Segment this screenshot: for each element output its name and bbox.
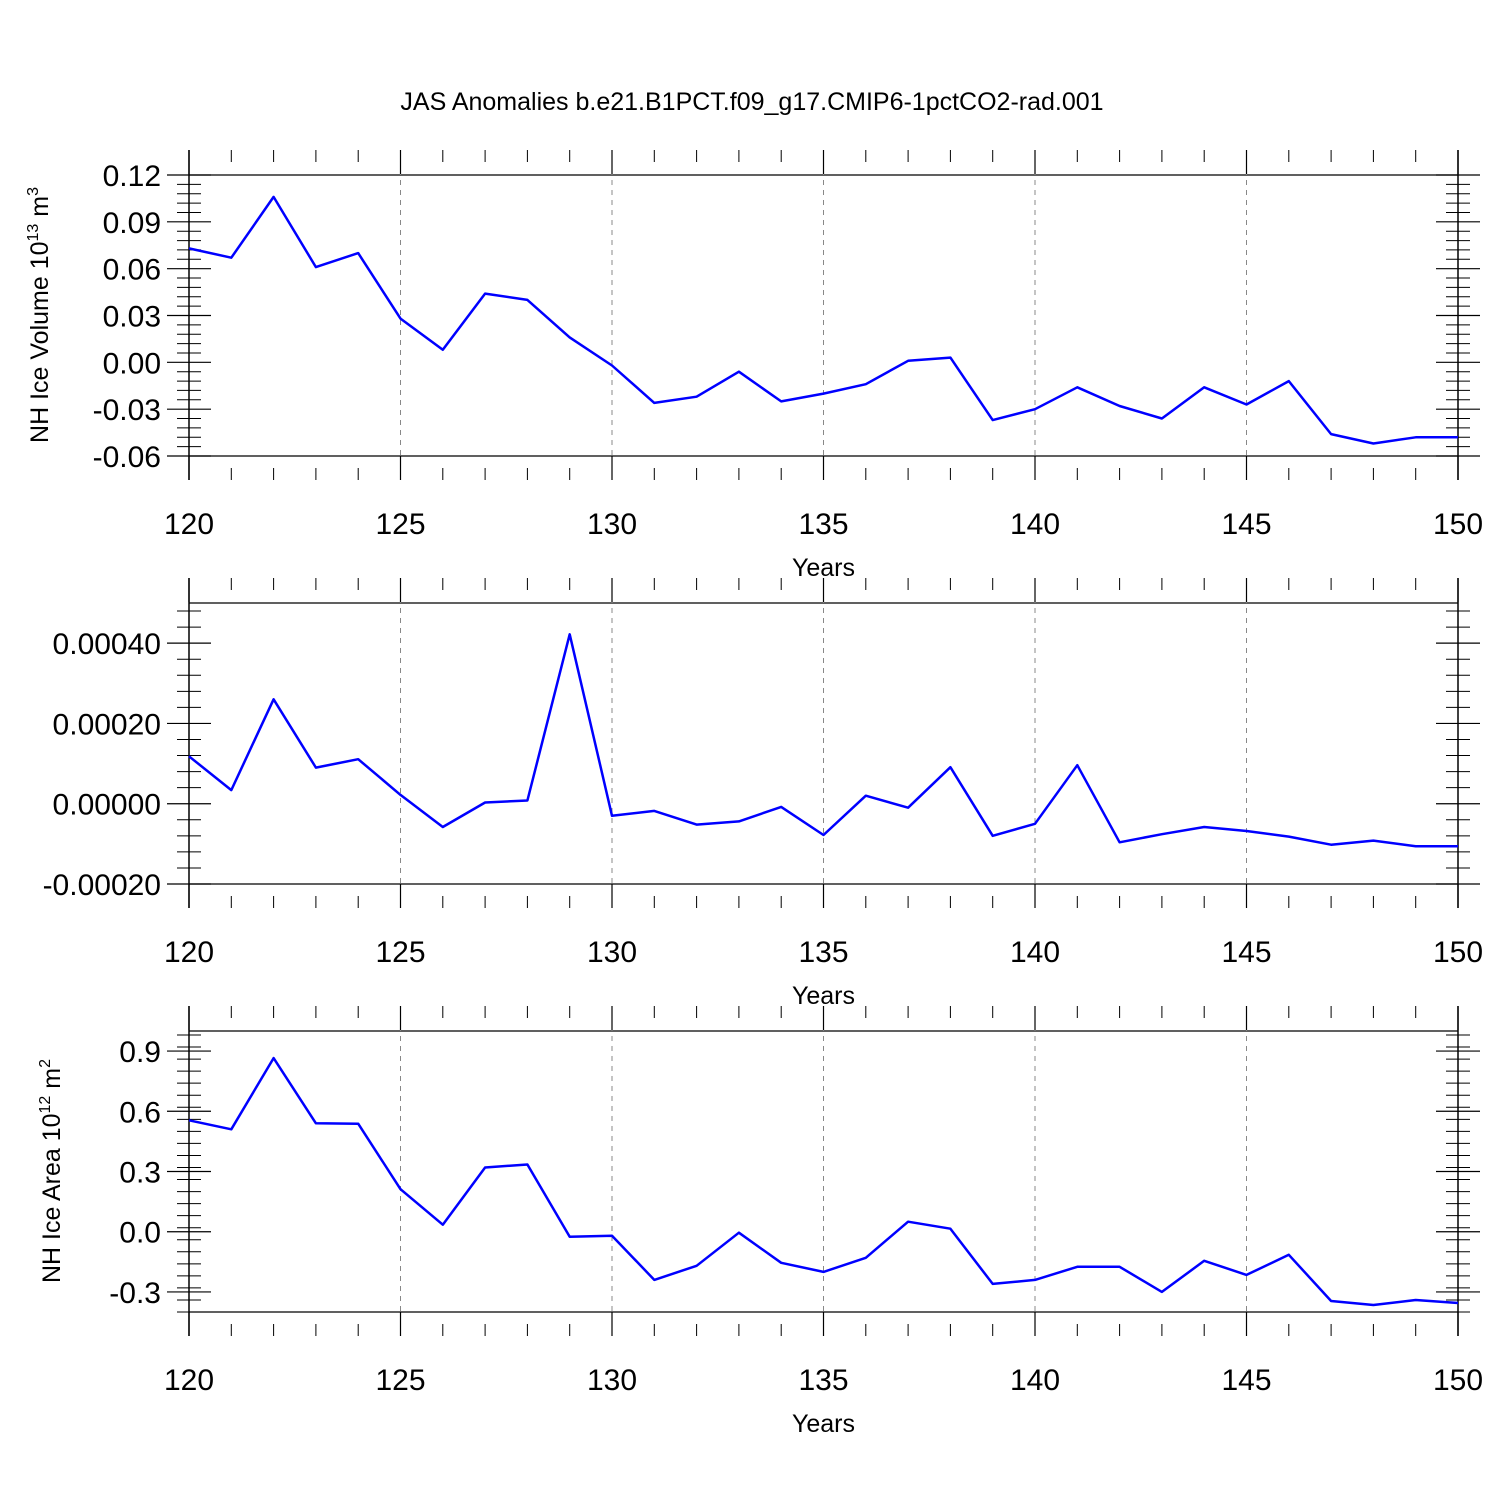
x-tick-label: 130 <box>587 508 637 541</box>
y-tick-label: 0.06 <box>103 254 161 287</box>
x-tick-label: 120 <box>164 1364 214 1397</box>
y-tick-label: 0.09 <box>103 207 161 240</box>
y-tick-label: 0.00020 <box>53 708 161 741</box>
x-tick-label: 135 <box>798 936 848 969</box>
x-axis-title: Years <box>792 1410 855 1438</box>
x-tick-label: 140 <box>1010 508 1060 541</box>
y-tick-label: -0.06 <box>93 441 161 474</box>
x-tick-label: 150 <box>1433 1364 1483 1397</box>
x-tick-label: 140 <box>1010 1364 1060 1397</box>
x-tick-label: 140 <box>1010 936 1060 969</box>
x-axis-title: Years <box>792 982 855 1010</box>
x-tick-label: 135 <box>798 508 848 541</box>
x-axis-title: Years <box>792 554 855 582</box>
x-tick-label: 125 <box>375 508 425 541</box>
y-tick-label: 0.03 <box>103 301 161 334</box>
figure-title: JAS Anomalies b.e21.B1PCT.f09_g17.CMIP6-… <box>400 88 1103 116</box>
y-tick-label: -0.03 <box>93 394 161 427</box>
series-line <box>188 195 1458 445</box>
y-tick-label: 0.00000 <box>53 789 161 822</box>
y-tick-label: 0.00 <box>103 347 161 380</box>
series-line <box>188 1056 1459 1307</box>
x-tick-label: 130 <box>587 936 637 969</box>
x-tick-label: 130 <box>587 1364 637 1397</box>
y-tick-label: 0.0 <box>119 1217 161 1250</box>
x-tick-label: 120 <box>164 936 214 969</box>
y-axis-title: NH Ice Volume 1013 m3 <box>25 187 54 443</box>
x-tick-label: 125 <box>375 936 425 969</box>
x-tick-label: 145 <box>1221 508 1271 541</box>
x-tick-label: 150 <box>1433 508 1483 541</box>
y-tick-label: -0.00020 <box>43 869 161 902</box>
y-axis-title: NH Ice Area 1012 m2 <box>37 1059 66 1283</box>
series-line <box>188 633 1458 848</box>
x-tick-label: 125 <box>375 1364 425 1397</box>
y-tick-label: 0.6 <box>119 1096 161 1129</box>
x-tick-label: 145 <box>1221 936 1271 969</box>
panel-ice-volume: 120 125 130 135 140 145 150 0.12 0.09 0.06 0.03 0.0… <box>25 150 1483 582</box>
y-tick-label: -0.3 <box>109 1277 161 1310</box>
x-tick-label: 135 <box>798 1364 848 1397</box>
y-tick-label: 0.9 <box>119 1036 161 1069</box>
y-tick-label: 0.12 <box>103 160 161 193</box>
x-tick-label: 150 <box>1433 936 1483 969</box>
panel-ice-area: 120 125 130 135 140 145 150 0.9 0.6 0.3 0.0 -0.3 Yea… <box>37 1006 1483 1438</box>
x-tick-label: 120 <box>164 508 214 541</box>
x-tick-label: 145 <box>1221 1364 1271 1397</box>
y-tick-label: 0.3 <box>119 1157 161 1190</box>
panel-middle: 120 125 130 135 140 145 150 0.00040 0.00020 0.000… <box>43 578 1483 1010</box>
y-tick-label: 0.00040 <box>53 628 161 661</box>
